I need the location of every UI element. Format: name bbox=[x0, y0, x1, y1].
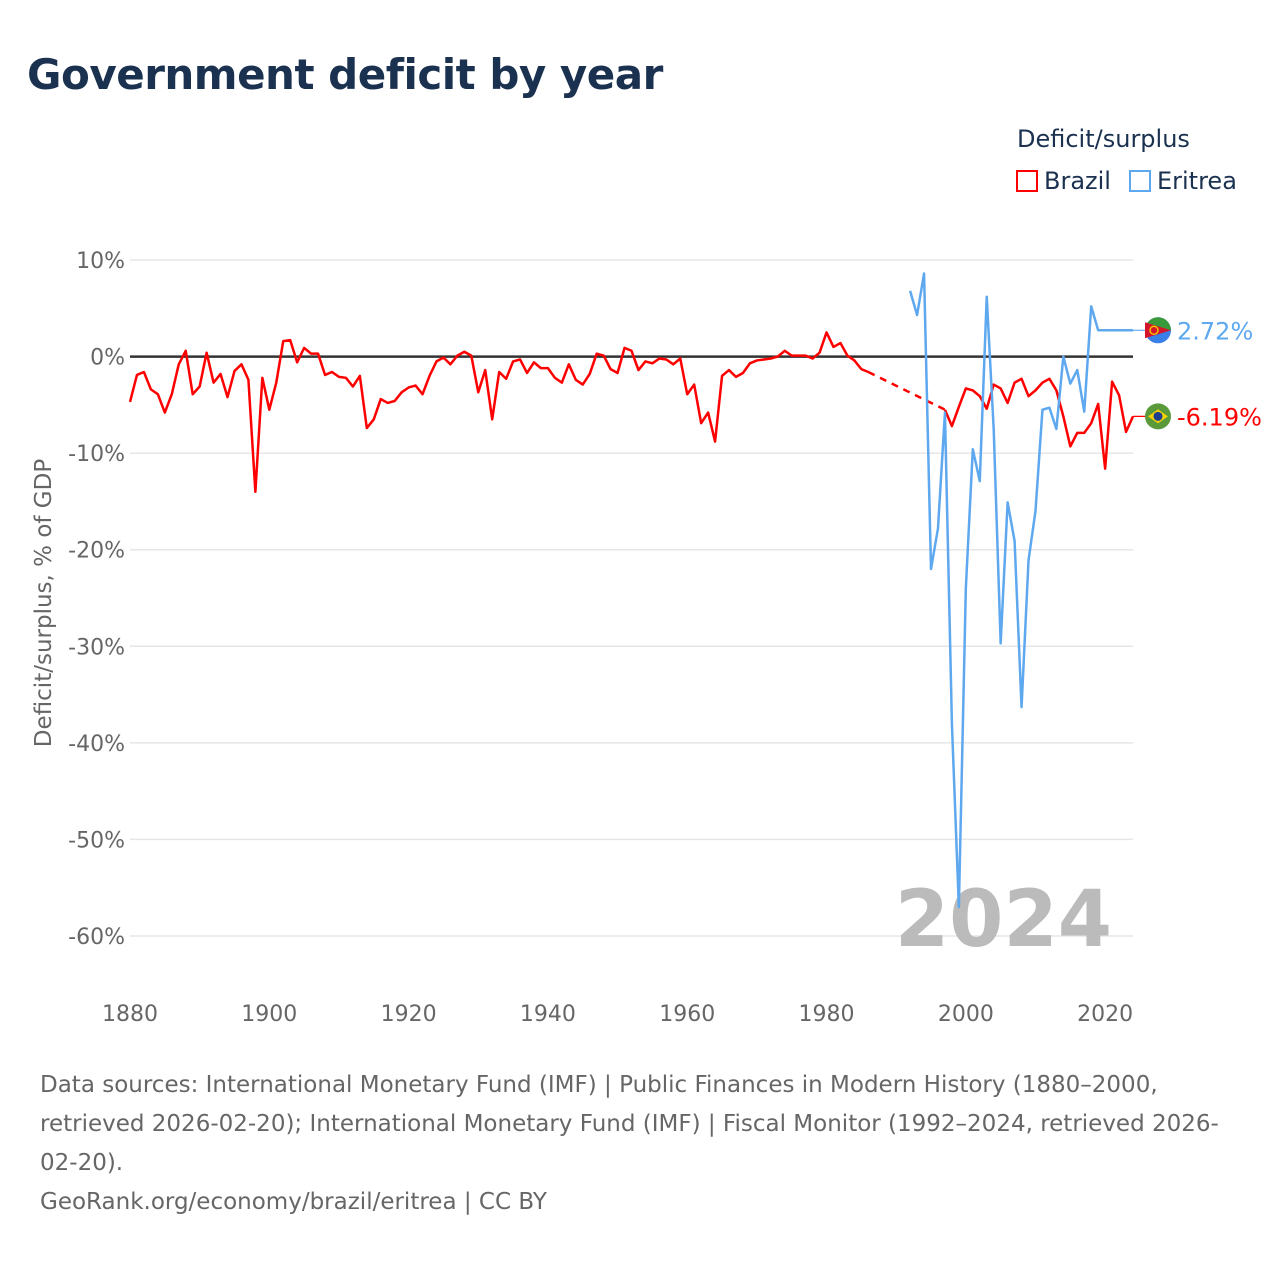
series-line-brazil-interpolated bbox=[867, 370, 946, 411]
credit-link[interactable]: GeoRank.org/economy/brazil/eritrea | CC … bbox=[40, 1189, 547, 1215]
chart-title: Government deficit by year bbox=[27, 50, 663, 99]
y-tick-label: 10% bbox=[76, 249, 125, 274]
legend-swatch-brazil bbox=[1016, 170, 1038, 192]
y-tick-label: -20% bbox=[68, 539, 125, 564]
legend-item-eritrea[interactable]: Eritrea bbox=[1128, 167, 1237, 195]
x-tick-label: 1900 bbox=[241, 1002, 297, 1027]
x-tick-label: 1920 bbox=[381, 1002, 437, 1027]
legend-title: Deficit/surplus bbox=[1017, 125, 1190, 153]
x-tick-label: 1980 bbox=[799, 1002, 855, 1027]
y-tick-label: -30% bbox=[68, 635, 125, 660]
legend-label: Eritrea bbox=[1156, 167, 1237, 195]
legend: Brazil Eritrea bbox=[1016, 167, 1237, 195]
x-tick-label: 2000 bbox=[938, 1002, 994, 1027]
x-tick-label: 1940 bbox=[520, 1002, 576, 1027]
y-tick-label: 0% bbox=[90, 346, 125, 371]
data-sources: Data sources: International Monetary Fun… bbox=[40, 1072, 1219, 1176]
legend-label: Brazil bbox=[1044, 167, 1111, 195]
x-tick-label: 1880 bbox=[102, 1002, 158, 1027]
y-tick-label: -40% bbox=[68, 732, 125, 757]
x-tick-label: 2020 bbox=[1077, 1002, 1133, 1027]
x-tick-label: 1960 bbox=[659, 1002, 715, 1027]
y-tick-label: -60% bbox=[68, 925, 125, 950]
footer: Data sources: International Monetary Fun… bbox=[40, 1066, 1240, 1222]
legend-item-brazil[interactable]: Brazil bbox=[1016, 167, 1111, 195]
legend-swatch-eritrea bbox=[1128, 170, 1151, 192]
brazil-flag-icon bbox=[1145, 403, 1171, 430]
series-line-eritrea bbox=[908, 272, 1133, 909]
y-axis-label: Deficit/surplus, % of GDP bbox=[31, 459, 57, 748]
y-tick-label: -50% bbox=[68, 828, 125, 853]
series-line-brazil bbox=[128, 331, 869, 494]
end-value-label-brazil: -6.19% bbox=[1177, 403, 1262, 431]
y-tick-label: -10% bbox=[68, 442, 125, 467]
eritrea-flag-icon bbox=[1145, 317, 1171, 344]
end-value-label-eritrea: 2.72% bbox=[1177, 317, 1253, 345]
current-year-label: 2024 bbox=[895, 875, 1112, 965]
series-line-brazil bbox=[943, 377, 1135, 470]
